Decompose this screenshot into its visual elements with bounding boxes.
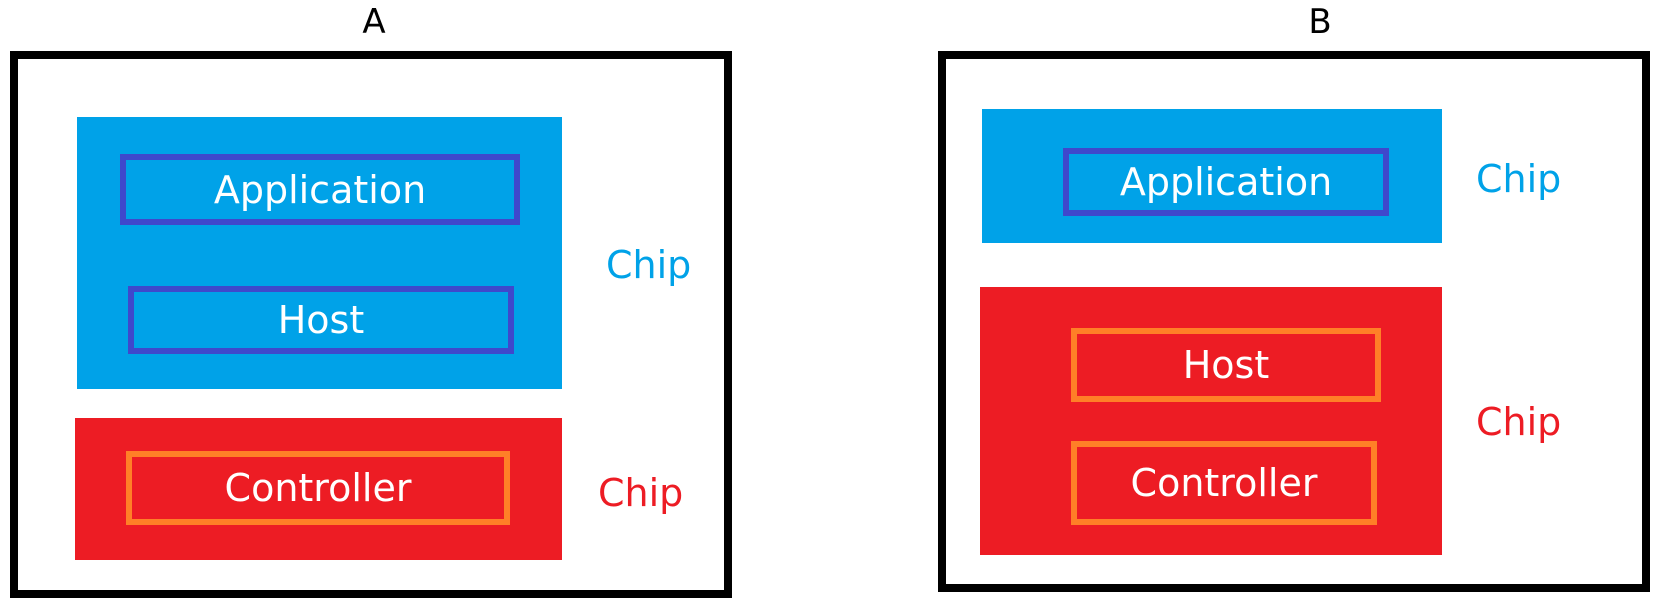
diagram-a-controller-label: Controller [224, 466, 412, 510]
diagram-a-host-box: Host [128, 286, 514, 354]
diagram-a-label: A [362, 2, 386, 42]
diagram-a-host-label: Host [277, 298, 365, 342]
diagram-b-host-box: Host [1071, 328, 1381, 402]
diagram-b-blue-chip [982, 109, 1442, 243]
diagram-a-red-chip-label: Chip [598, 471, 684, 515]
diagram-a-application-box: Application [120, 154, 520, 225]
diagram-b-application-label: Application [1119, 160, 1333, 204]
diagram-b-label: B [1308, 2, 1332, 42]
diagram-b-blue-chip-label: Chip [1476, 157, 1562, 201]
diagram-b-controller-box: Controller [1071, 441, 1377, 525]
diagram-b-red-chip-label: Chip [1476, 400, 1562, 444]
diagram-b-host-label: Host [1182, 343, 1270, 387]
diagram-b-application-box: Application [1063, 148, 1389, 216]
diagram-a-blue-chip-label: Chip [606, 243, 692, 287]
diagram-b-controller-label: Controller [1130, 461, 1318, 505]
diagram-a-controller-box: Controller [126, 451, 510, 525]
diagram-a-red-chip [75, 418, 562, 560]
diagram-a-blue-chip [77, 117, 562, 389]
diagram-a-application-label: Application [213, 167, 427, 212]
